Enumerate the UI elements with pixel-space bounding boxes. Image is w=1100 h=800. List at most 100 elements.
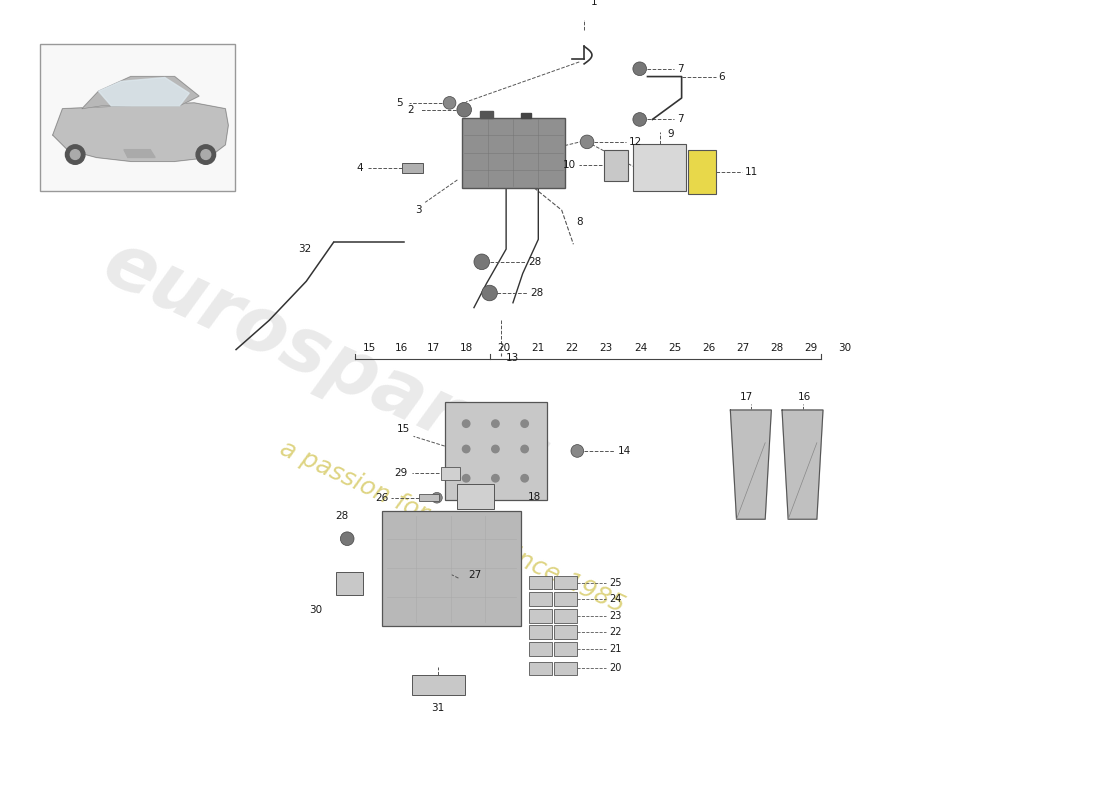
Bar (411, 675, 465, 694)
Text: 26: 26 (375, 493, 388, 502)
Text: 1: 1 (591, 0, 597, 7)
Bar (419, 494, 439, 501)
Text: 30: 30 (838, 343, 851, 354)
Text: 5: 5 (396, 98, 403, 108)
Text: 3: 3 (415, 206, 421, 215)
Bar (383, 511, 520, 626)
Bar (554, 642, 576, 656)
Bar (529, 642, 551, 656)
Bar (554, 592, 576, 606)
Text: 22: 22 (609, 627, 622, 638)
Text: 17: 17 (739, 392, 752, 402)
Text: 22: 22 (565, 343, 579, 354)
Circle shape (482, 286, 497, 301)
Bar (689, 150, 716, 194)
Text: 4: 4 (356, 163, 363, 174)
Bar (632, 144, 686, 190)
Text: 14: 14 (618, 446, 631, 456)
Bar (604, 150, 628, 181)
Text: 26: 26 (702, 343, 715, 354)
Bar (444, 402, 547, 500)
Text: 15: 15 (396, 424, 409, 434)
Bar (554, 626, 576, 639)
Polygon shape (124, 150, 155, 158)
Text: 13: 13 (506, 354, 519, 363)
Circle shape (65, 145, 85, 164)
Text: 27: 27 (736, 343, 749, 354)
Circle shape (462, 446, 470, 453)
Bar (554, 609, 576, 622)
Bar (529, 592, 551, 606)
Text: 7: 7 (676, 64, 683, 74)
Polygon shape (730, 410, 771, 519)
Polygon shape (82, 77, 199, 109)
Text: 11: 11 (745, 167, 758, 177)
Text: 25: 25 (609, 578, 622, 587)
Text: 15: 15 (363, 343, 376, 354)
Text: 24: 24 (634, 343, 647, 354)
Text: 23: 23 (600, 343, 613, 354)
Text: 18: 18 (528, 492, 541, 502)
Circle shape (492, 474, 499, 482)
Text: 27: 27 (469, 570, 482, 580)
Polygon shape (53, 103, 229, 162)
Text: 9: 9 (668, 129, 674, 139)
Circle shape (521, 420, 528, 427)
Text: 7: 7 (676, 114, 683, 125)
Bar (40, 44, 235, 190)
Circle shape (492, 420, 499, 427)
Circle shape (340, 532, 354, 546)
Bar (458, 484, 494, 510)
Text: 21: 21 (531, 343, 544, 354)
Circle shape (632, 62, 647, 75)
Text: 18: 18 (460, 343, 473, 354)
Text: 28: 28 (336, 511, 349, 521)
Bar (336, 572, 363, 595)
Text: 10: 10 (563, 160, 576, 170)
Text: eurospares: eurospares (91, 226, 560, 497)
Circle shape (521, 446, 528, 453)
Text: 20: 20 (609, 663, 622, 674)
Bar (529, 576, 551, 590)
Text: 30: 30 (309, 605, 322, 615)
Circle shape (632, 113, 647, 126)
Polygon shape (99, 78, 189, 106)
Circle shape (474, 254, 490, 270)
Text: 8: 8 (576, 217, 583, 227)
Text: 32: 32 (298, 244, 311, 254)
Circle shape (443, 97, 455, 110)
Bar (480, 110, 494, 118)
Text: 25: 25 (668, 343, 681, 354)
Text: 23: 23 (609, 610, 622, 621)
Circle shape (580, 135, 594, 149)
Circle shape (431, 492, 442, 503)
Text: 6: 6 (718, 71, 725, 82)
Text: 28: 28 (530, 288, 543, 298)
Text: 28: 28 (529, 257, 542, 267)
Circle shape (521, 474, 528, 482)
Bar (441, 466, 460, 480)
Text: 21: 21 (609, 644, 622, 654)
Circle shape (492, 446, 499, 453)
Bar (402, 163, 424, 173)
Text: 17: 17 (427, 343, 440, 354)
Text: 28: 28 (770, 343, 783, 354)
Text: 29: 29 (395, 468, 408, 478)
Text: 12: 12 (629, 137, 642, 147)
Bar (529, 626, 551, 639)
Polygon shape (782, 410, 823, 519)
Text: 20: 20 (497, 343, 510, 354)
Text: 16: 16 (395, 343, 408, 354)
Circle shape (462, 420, 470, 427)
Circle shape (196, 145, 216, 164)
Circle shape (70, 150, 80, 159)
Text: 16: 16 (798, 392, 811, 402)
Bar (520, 113, 530, 118)
Bar (554, 662, 576, 675)
Text: 31: 31 (431, 702, 444, 713)
Circle shape (462, 474, 470, 482)
Text: 2: 2 (407, 105, 414, 114)
Text: a passion for parts since 1985: a passion for parts since 1985 (276, 436, 629, 618)
Text: 24: 24 (609, 594, 622, 604)
Circle shape (571, 445, 584, 458)
